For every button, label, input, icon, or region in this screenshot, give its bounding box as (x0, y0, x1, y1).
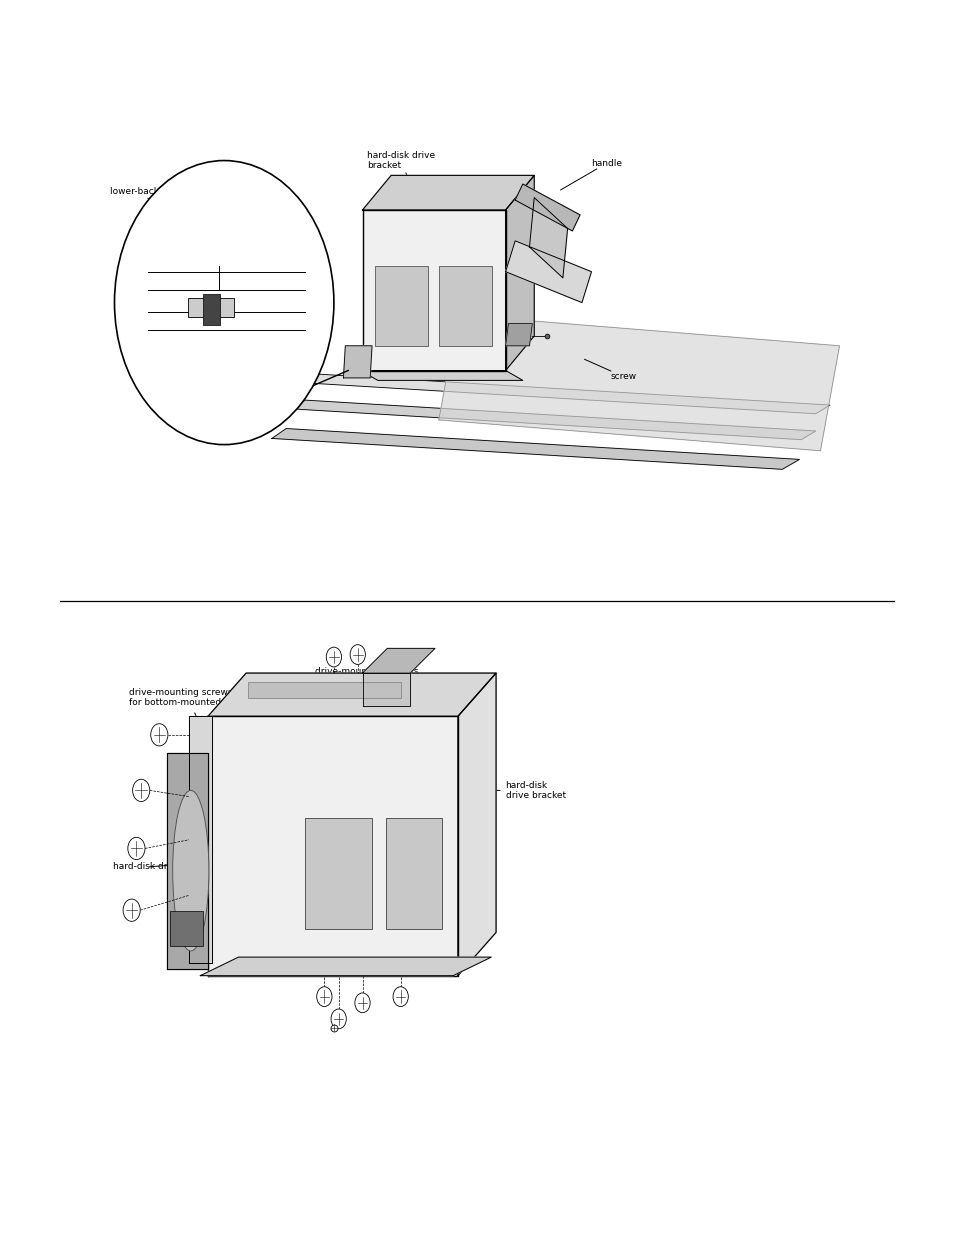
Circle shape (393, 987, 408, 1007)
Polygon shape (505, 241, 591, 303)
Bar (438, 266, 492, 346)
Bar (248, 682, 400, 698)
Polygon shape (362, 210, 505, 370)
Polygon shape (305, 374, 829, 414)
Polygon shape (189, 716, 212, 963)
Circle shape (316, 987, 332, 1007)
Text: lower-back tab: lower-back tab (110, 186, 203, 275)
Text: hard-disk
drive bracket: hard-disk drive bracket (470, 781, 565, 800)
Polygon shape (505, 324, 532, 346)
Text: handle: handle (560, 158, 621, 190)
Circle shape (326, 647, 341, 667)
Polygon shape (457, 673, 496, 976)
Polygon shape (360, 370, 522, 380)
Polygon shape (343, 346, 372, 378)
Bar (305, 818, 372, 929)
Polygon shape (515, 184, 579, 231)
Circle shape (350, 645, 365, 664)
Ellipse shape (114, 161, 334, 445)
Polygon shape (362, 673, 410, 706)
Text: screw: screw (584, 359, 636, 382)
Polygon shape (208, 673, 496, 716)
Bar (386, 818, 441, 929)
Polygon shape (200, 957, 491, 976)
Bar (203, 294, 220, 325)
Text: hard-disk drive: hard-disk drive (112, 862, 180, 872)
Polygon shape (291, 400, 815, 440)
Polygon shape (362, 175, 534, 210)
Polygon shape (272, 429, 799, 469)
Circle shape (331, 1009, 346, 1029)
Polygon shape (362, 648, 435, 673)
Circle shape (355, 993, 370, 1013)
Polygon shape (529, 198, 567, 278)
Bar (375, 266, 428, 346)
Circle shape (132, 779, 150, 802)
Circle shape (128, 837, 145, 860)
Bar (188, 298, 233, 317)
Polygon shape (505, 175, 534, 370)
Polygon shape (167, 753, 208, 969)
Ellipse shape (172, 790, 209, 951)
Bar (170, 911, 203, 946)
Polygon shape (438, 315, 839, 451)
Circle shape (151, 724, 168, 746)
Circle shape (123, 899, 140, 921)
Polygon shape (208, 716, 457, 976)
Text: drive-mounting screws
(4) for side-mounted
drive: drive-mounting screws (4) for side-mount… (314, 667, 417, 701)
Text: drive-mounting screws (4)
for bottom-mounted drive: drive-mounting screws (4) for bottom-mou… (129, 688, 248, 735)
Text: hard-disk drive
bracket: hard-disk drive bracket (367, 151, 435, 195)
